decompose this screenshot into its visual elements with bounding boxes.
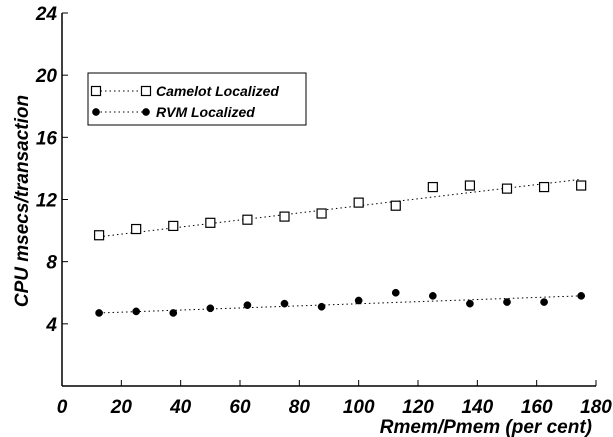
x-tick-label: 60 xyxy=(229,397,251,418)
rvm-point xyxy=(281,300,288,307)
legend-label-camelot: Camelot Localized xyxy=(156,83,279,99)
camelot-point xyxy=(354,198,363,207)
rvm-point xyxy=(355,297,362,304)
camelot-point xyxy=(391,201,400,210)
camelot-point xyxy=(577,181,586,190)
legend-label-rvm: RVM Localized xyxy=(156,104,255,120)
rvm-point xyxy=(318,303,325,310)
x-tick-label: 160 xyxy=(521,397,553,418)
y-tick-label: 8 xyxy=(46,253,57,274)
camelot-point xyxy=(243,215,252,224)
rvm-point xyxy=(392,289,399,296)
rvm-point xyxy=(466,300,473,307)
rvm-point xyxy=(540,298,547,305)
legend: Camelot Localized RVM Localized xyxy=(88,73,306,125)
y-tick-label: 24 xyxy=(35,4,58,25)
camelot-point xyxy=(132,225,141,234)
camelot-point xyxy=(280,212,289,221)
x-tick-label: 140 xyxy=(461,397,493,418)
legend-marker-camelot xyxy=(92,87,101,96)
camelot-point xyxy=(95,231,104,240)
rvm-point xyxy=(429,292,436,299)
rvm-point xyxy=(95,309,102,316)
x-tick-label: 180 xyxy=(580,397,612,418)
camelot-point xyxy=(503,184,512,193)
y-tick-label: 12 xyxy=(36,191,58,212)
camelot-point xyxy=(428,183,437,192)
rvm-point xyxy=(170,309,177,316)
x-tick-label: 120 xyxy=(402,397,434,418)
rvm-point xyxy=(244,302,251,309)
x-tick-label: 20 xyxy=(110,397,133,418)
rvm-point xyxy=(207,305,214,312)
camelot-point xyxy=(206,218,215,227)
x-tick-label: 100 xyxy=(343,397,375,418)
y-tick-label: 4 xyxy=(45,315,57,336)
rvm-point xyxy=(133,308,140,315)
legend-marker-rvm xyxy=(92,108,99,115)
camelot-point xyxy=(169,221,178,230)
x-tick-label: 80 xyxy=(289,397,311,418)
camelot-point xyxy=(540,183,549,192)
legend-marker-camelot xyxy=(142,87,151,96)
x-tick-label: 40 xyxy=(169,397,192,418)
y-tick-label: 16 xyxy=(36,128,58,149)
rvm-point xyxy=(578,292,585,299)
rvm-point xyxy=(503,298,510,305)
legend-marker-rvm xyxy=(142,108,149,115)
trend-lines xyxy=(99,179,581,313)
data-points xyxy=(95,181,586,317)
y-tick-label: 20 xyxy=(35,66,58,87)
x-axis-title: Rmem/Pmem (per cent) xyxy=(380,417,592,437)
axes xyxy=(62,13,596,386)
camelot-point xyxy=(465,181,474,190)
x-tick-label: 0 xyxy=(57,397,68,418)
y-axis-title: CPU msecs/transaction xyxy=(12,95,33,307)
camelot-point xyxy=(317,209,326,218)
